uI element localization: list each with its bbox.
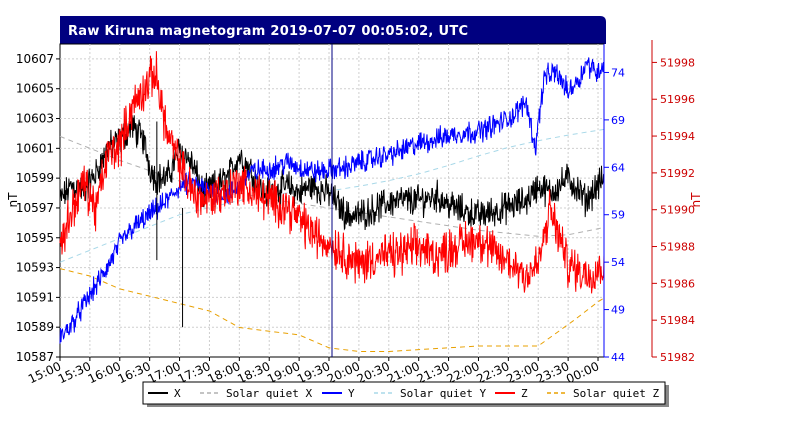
red-tick-label: 51984 — [660, 314, 695, 327]
left-tick-label: 10595 — [16, 231, 54, 245]
legend: X Solar quiet X Y Solar quiet Y Z Solar quiet… — [142, 381, 669, 407]
left-tick-label: 10607 — [16, 52, 54, 66]
red-tick-label: 51990 — [660, 204, 695, 217]
left-tick-label: 10603 — [16, 112, 54, 126]
left-tick-label: 10591 — [16, 290, 54, 304]
red-tick-label: 51998 — [660, 56, 695, 69]
left-tick-label: 10587 — [16, 350, 54, 364]
left-tick-label: 10601 — [16, 141, 54, 155]
series-layer — [59, 44, 605, 357]
series-solar-quiet-z — [59, 268, 605, 352]
left-axis-label: nT — [6, 192, 20, 208]
legend-label: X — [174, 387, 181, 400]
blue-tick-label: 74 — [611, 66, 625, 79]
left-axis: 10587 10589 10591 10593 10595 10597 10599 10601… — [16, 52, 60, 364]
z-axis-red: 51982 51984 51986 51988 51990 51992 51994 51996… — [651, 40, 695, 364]
y-axis-blue: 44 49 54 59 64 69 74 — [603, 44, 625, 364]
red-tick-label: 51996 — [660, 93, 695, 106]
chart-title: Raw Kiruna magnetogram 2019-07-07 00:05:… — [68, 24, 468, 39]
blue-tick-label: 49 — [611, 304, 625, 317]
red-tick-label: 51988 — [660, 241, 695, 254]
legend-label: Z — [521, 387, 528, 400]
legend-box — [142, 381, 666, 405]
right-axis-label: nT — [689, 192, 703, 208]
red-tick-label: 51982 — [660, 351, 695, 364]
red-tick-label: 51994 — [660, 130, 695, 143]
red-tick-label: 51992 — [660, 167, 695, 180]
left-tick-label: 10597 — [16, 201, 54, 215]
left-tick-label: 10593 — [16, 261, 54, 275]
left-tick-label: 10589 — [16, 320, 54, 334]
blue-tick-label: 64 — [611, 161, 625, 174]
blue-tick-label: 59 — [611, 209, 625, 222]
blue-tick-label: 44 — [611, 351, 625, 364]
left-tick-label: 10605 — [16, 82, 54, 96]
red-tick-label: 51986 — [660, 277, 695, 290]
legend-label: Solar quiet Y — [400, 387, 486, 400]
blue-tick-label: 54 — [611, 256, 625, 269]
title-background — [60, 16, 606, 44]
blue-tick-label: 69 — [611, 114, 625, 127]
title-bar: Raw Kiruna magnetogram 2019-07-07 00:05:… — [60, 16, 606, 44]
left-tick-label: 10599 — [16, 171, 54, 185]
legend-label: Solar quiet X — [226, 387, 312, 400]
legend-label: Solar quiet Z — [573, 387, 659, 400]
legend-label: Y — [348, 387, 355, 400]
